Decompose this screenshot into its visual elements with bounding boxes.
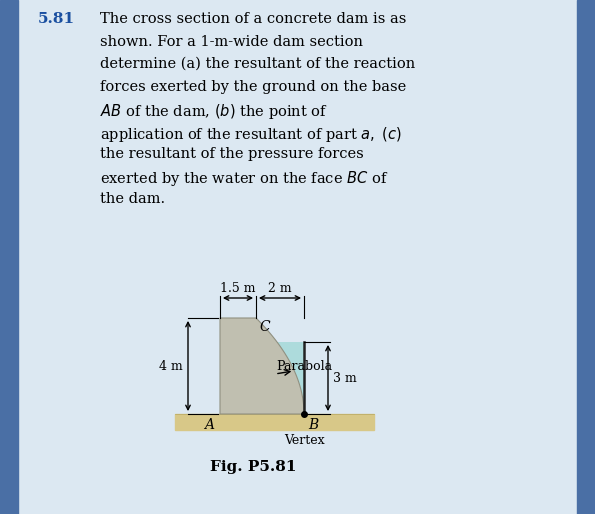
Text: shown. For a 1-m-wide dam section: shown. For a 1-m-wide dam section xyxy=(100,34,363,48)
Polygon shape xyxy=(277,342,304,414)
Text: 4 m: 4 m xyxy=(159,359,183,373)
Text: The cross section of a concrete dam is as: The cross section of a concrete dam is a… xyxy=(100,12,406,26)
Polygon shape xyxy=(220,318,304,414)
Text: determine (a) the resultant of the reaction: determine (a) the resultant of the react… xyxy=(100,57,415,71)
Text: forces exerted by the ground on the base: forces exerted by the ground on the base xyxy=(100,80,406,94)
Text: 3 m: 3 m xyxy=(333,372,357,384)
Text: Vertex: Vertex xyxy=(284,434,324,447)
Text: exerted by the water on the face $BC$ of: exerted by the water on the face $BC$ of xyxy=(100,170,389,189)
Text: the dam.: the dam. xyxy=(100,192,165,206)
Text: Parabola: Parabola xyxy=(276,359,332,373)
Text: 5.81: 5.81 xyxy=(38,12,75,26)
Text: the resultant of the pressure forces: the resultant of the pressure forces xyxy=(100,147,364,161)
Text: Fig. P5.81: Fig. P5.81 xyxy=(210,460,296,474)
Bar xyxy=(175,414,374,430)
Text: A: A xyxy=(204,418,214,432)
Text: $AB$ of the dam, $(b)$ the point of: $AB$ of the dam, $(b)$ the point of xyxy=(100,102,328,121)
Bar xyxy=(0,0,18,514)
Text: 2 m: 2 m xyxy=(268,282,292,295)
Text: application of the resultant of part $a,$ $(c)$: application of the resultant of part $a,… xyxy=(100,124,402,143)
Text: 1.5 m: 1.5 m xyxy=(220,282,256,295)
Text: C: C xyxy=(259,320,270,334)
Bar xyxy=(577,0,595,514)
Text: B: B xyxy=(308,418,318,432)
